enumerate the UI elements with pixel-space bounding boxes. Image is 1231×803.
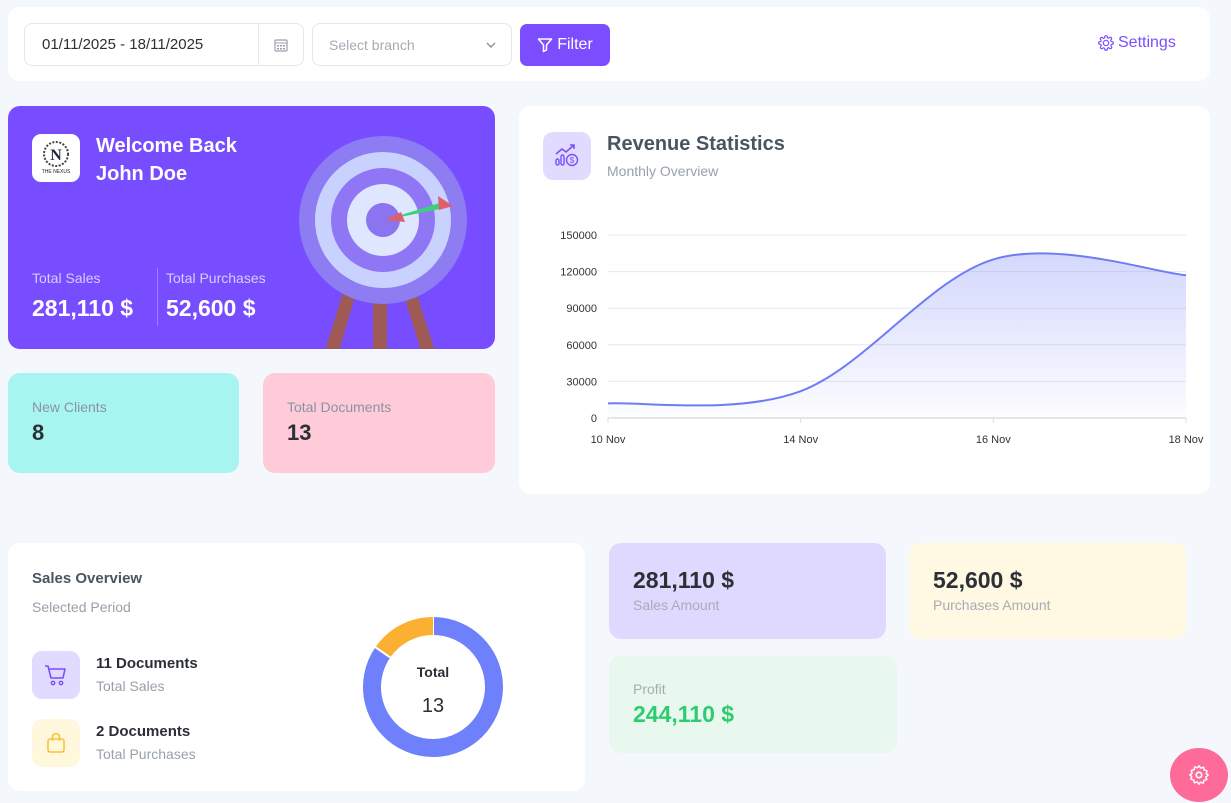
y-tick-label: 60000 xyxy=(566,340,597,352)
donut-center-value: 13 xyxy=(421,695,445,717)
total-sales-value: 281,110 $ xyxy=(32,295,134,321)
welcome-title: Welcome Back John Doe xyxy=(96,132,237,188)
x-tick-label: 14 Nov xyxy=(783,434,818,446)
profit-label: Profit xyxy=(633,681,666,697)
date-range-picker[interactable]: 01/11/2025 - 18/11/2025 xyxy=(24,23,304,66)
new-clients-value: 8 xyxy=(32,420,45,445)
purchase-documents-label: Total Purchases xyxy=(96,746,196,762)
slice-separator xyxy=(374,646,391,659)
x-tick-label: 18 Nov xyxy=(1169,434,1204,446)
total-documents-card: Total Documents 13 xyxy=(263,373,495,473)
donut-slice-total-sales xyxy=(363,617,503,757)
y-tick-label: 30000 xyxy=(566,376,597,388)
settings-fab-button[interactable] xyxy=(1170,748,1228,802)
sales-documents-label: Total Sales xyxy=(96,678,165,694)
purchase-documents-count: 2 Documents xyxy=(96,723,191,740)
x-tick-label: 10 Nov xyxy=(591,434,626,446)
filter-icon xyxy=(537,38,553,53)
sales-overview-subtitle: Selected Period xyxy=(32,599,131,615)
purchases-amount-value: 52,600 $ xyxy=(933,567,1023,593)
gear-icon xyxy=(1189,765,1209,785)
total-documents-value: 13 xyxy=(287,420,312,445)
revenue-statistics-card: $ Revenue Statistics Monthly Overview 0 3… xyxy=(519,106,1210,494)
sales-amount-label: Sales Amount xyxy=(633,597,720,613)
filter-button[interactable]: Filter xyxy=(520,24,610,66)
donut-center-label: Total xyxy=(416,664,450,680)
sales-overview-title: Sales Overview xyxy=(32,570,143,587)
revenue-title: Revenue Statistics xyxy=(607,133,785,155)
revenue-area xyxy=(608,253,1186,418)
y-tick-label: 90000 xyxy=(566,303,597,315)
sales-documents-count: 11 Documents xyxy=(96,655,198,672)
total-documents-label: Total Documents xyxy=(287,399,392,415)
sales-overview-card: Sales Overview Selected Period 11 Docume… xyxy=(8,543,585,791)
filter-label: Filter xyxy=(557,36,593,53)
svg-text:N: N xyxy=(50,147,62,164)
branch-select[interactable]: Select branch xyxy=(312,23,512,66)
svg-text:THE NEXUS: THE NEXUS xyxy=(42,169,71,175)
y-tick-label: 120000 xyxy=(560,267,597,279)
svg-text:$: $ xyxy=(570,156,575,165)
divider xyxy=(157,268,158,326)
sales-amount-card: 281,110 $ Sales Amount xyxy=(609,543,886,639)
revenue-subtitle: Monthly Overview xyxy=(607,163,719,179)
user-name: John Doe xyxy=(96,163,188,185)
shopping-bag-icon xyxy=(32,719,80,767)
cart-icon xyxy=(32,651,80,699)
settings-link[interactable]: Settings xyxy=(1098,34,1176,52)
purchases-amount-label: Purchases Amount xyxy=(933,597,1051,613)
revenue-line xyxy=(607,252,1187,407)
welcome-line: Welcome Back xyxy=(96,135,237,157)
branch-placeholder: Select branch xyxy=(329,37,415,53)
y-tick-label: 0 xyxy=(591,413,597,425)
revenue-chart-icon: $ xyxy=(543,132,591,180)
new-clients-label: New Clients xyxy=(32,399,107,415)
total-purchases-value: 52,600 $ xyxy=(166,295,256,321)
y-tick-label: 150000 xyxy=(560,230,597,242)
profit-value: 244,110 $ xyxy=(633,701,735,727)
total-purchases-label: Total Purchases xyxy=(166,270,266,286)
settings-label: Settings xyxy=(1118,34,1176,51)
gear-icon xyxy=(1098,35,1114,51)
target-illustration xyxy=(299,136,467,349)
documents-donut-chart xyxy=(363,617,503,757)
donut-slice-total-purchases xyxy=(375,617,434,658)
new-clients-card: New Clients 8 xyxy=(8,373,239,473)
x-tick-label: 16 Nov xyxy=(976,434,1011,446)
welcome-card: N THE NEXUS Welcome Back John Doe Total Sa… xyxy=(8,106,495,349)
revenue-chart: 0 30000 60000 90000 120000 150000 10 Nov 14 Nov… xyxy=(560,230,1204,446)
company-logo: N THE NEXUS xyxy=(32,134,80,182)
sales-amount-value: 281,110 $ xyxy=(633,567,735,593)
calendar-icon[interactable] xyxy=(258,24,303,65)
date-range-value[interactable]: 01/11/2025 - 18/11/2025 xyxy=(42,36,204,53)
total-sales-label: Total Sales xyxy=(32,270,101,286)
profit-card: Profit 244,110 $ xyxy=(609,656,897,753)
chevron-down-icon xyxy=(485,38,497,56)
purchases-amount-card: 52,600 $ Purchases Amount xyxy=(909,543,1186,639)
